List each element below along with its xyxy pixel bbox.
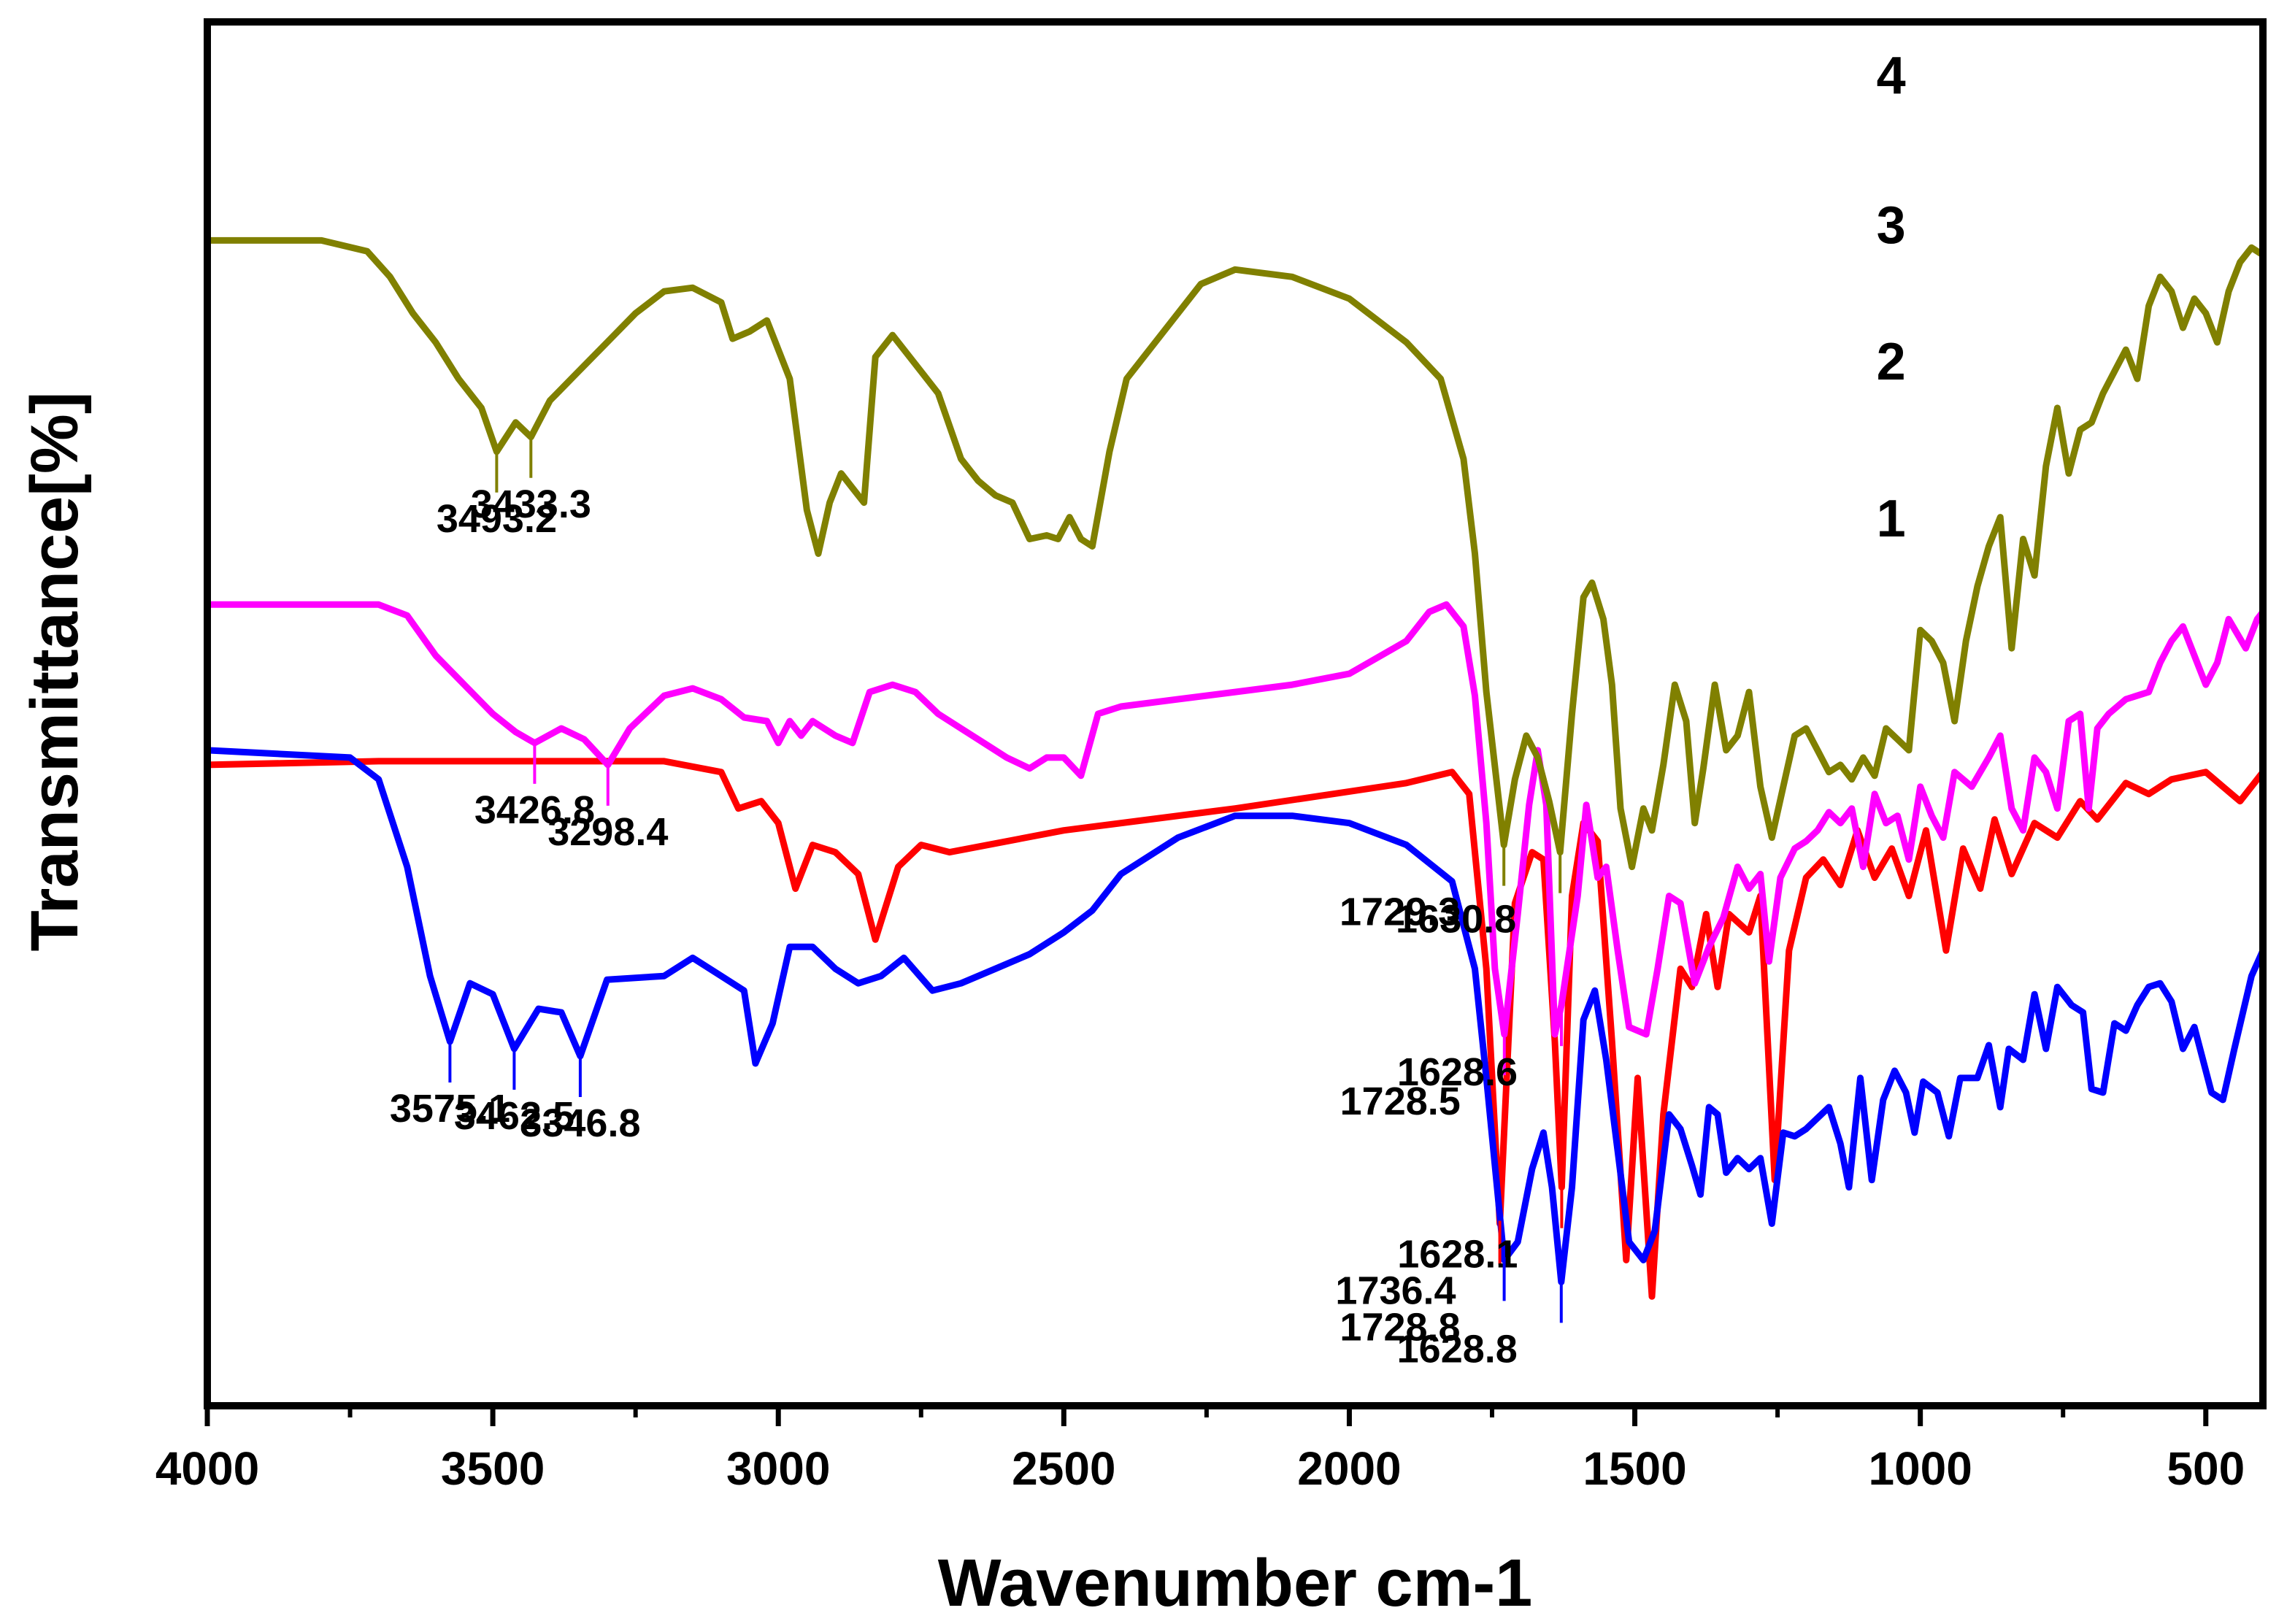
peak-label-3-0: 3426.8: [474, 788, 595, 832]
peak-annotations: 11736.41628.123575.13462.53346.81728.816…: [390, 47, 1906, 1371]
x-tick-label: 1000: [1868, 1442, 1972, 1495]
series-line-4: [204, 236, 2267, 871]
plot-frame: [204, 18, 2267, 1409]
peak-label-2-0: 3575.1: [390, 1087, 510, 1131]
peak-label-2-4: 1628.8: [1397, 1327, 1518, 1371]
peak-label-4-2: 1729.3: [1339, 890, 1460, 934]
series-line-2: [204, 747, 2267, 1285]
x-tick-label: 2000: [1297, 1442, 1401, 1495]
y-axis-title: Transmittance[%]: [18, 392, 92, 952]
x-axis-title: Wavenumber cm-1: [938, 1546, 1533, 1620]
peak-label-4-3: 1630.8: [1396, 898, 1516, 942]
peak-label-2-1: 3462.5: [454, 1094, 574, 1138]
peak-label-3-1: 3298.4: [547, 810, 668, 854]
x-tick-label: 1500: [1583, 1442, 1686, 1495]
peak-label-3-2: 1728.5: [1340, 1080, 1461, 1123]
x-tick-label: 3500: [441, 1442, 545, 1495]
series-label-1: 1: [1877, 490, 1906, 548]
peak-label-1-1: 1628.1: [1397, 1233, 1518, 1277]
series-label-2: 2: [1877, 333, 1906, 391]
peak-label-2-3: 1728.8: [1339, 1305, 1460, 1349]
x-axis-ticks: 4000 3500 3000 2500 2000 1500 1000 500: [155, 1406, 2245, 1495]
x-tick-label: 3000: [726, 1442, 830, 1495]
peak-label-3-3: 1628.6: [1397, 1050, 1518, 1094]
peak-label-4-0: 3493.2: [437, 497, 557, 541]
peak-label-1-0: 1736.4: [1335, 1269, 1456, 1313]
peak-label-2-2: 3346.8: [520, 1101, 640, 1145]
series-label-4: 4: [1877, 47, 1906, 105]
x-tick-label: 4000: [155, 1442, 259, 1495]
x-tick-label: 2500: [1012, 1442, 1115, 1495]
x-tick-label: 500: [2167, 1442, 2245, 1495]
peak-label-4-1: 3433.3: [471, 482, 591, 526]
series-layer: [204, 236, 2267, 1300]
series-label-3: 3: [1877, 196, 1906, 255]
series-line-3: [204, 601, 2267, 1038]
